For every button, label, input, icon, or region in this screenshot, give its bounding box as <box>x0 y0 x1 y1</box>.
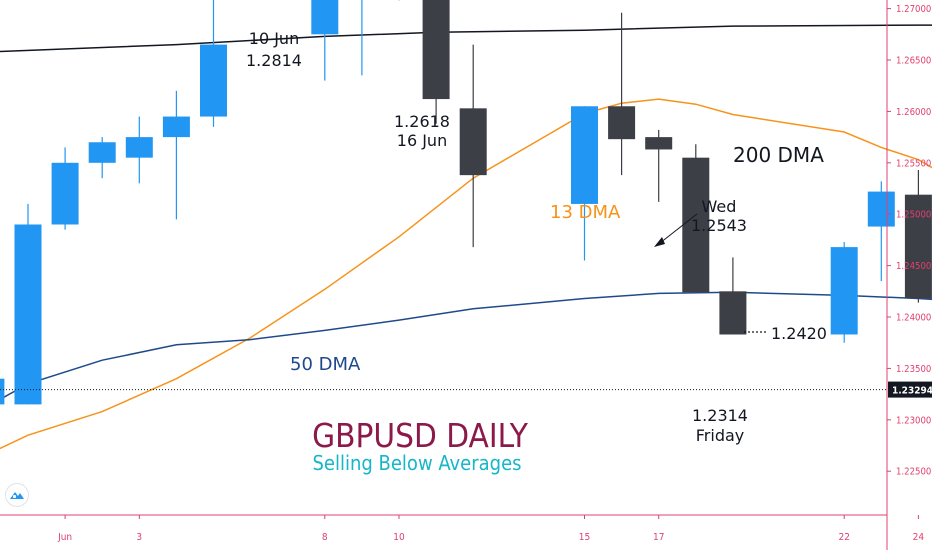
annotation-text: Wed <box>702 197 737 216</box>
candle-body <box>571 106 598 204</box>
price-tick-label: 1.23500 <box>896 364 931 375</box>
moving-averages <box>0 24 932 450</box>
ma-label: 200 DMA <box>733 143 824 167</box>
candle-body <box>830 247 858 335</box>
annotation-text: Friday <box>696 426 745 445</box>
last-price-label: 1.23294 <box>892 386 932 397</box>
time-tick-label: 3 <box>136 532 142 543</box>
candle-body <box>719 291 747 335</box>
time-tick-label: 8 <box>322 532 328 543</box>
time-axis[interactable]: Jun38101517222429Jul <box>0 514 932 543</box>
ma-line-0 <box>0 24 932 53</box>
ma-line-2 <box>0 291 932 401</box>
annotation-text: 1.2618 <box>394 112 450 131</box>
price-axis[interactable]: 1.27000 1.26500 1.26000 1.25500 1.25000 1.245… <box>886 0 932 550</box>
candle-body <box>88 142 116 163</box>
candle-body <box>645 137 673 150</box>
time-tick-label: 10 <box>393 532 405 543</box>
candle-body <box>422 0 450 100</box>
price-tick-label: 1.22500 <box>896 467 931 478</box>
candles <box>0 0 932 405</box>
annotation-arrowhead <box>654 237 665 247</box>
time-tick-label: 15 <box>579 532 590 543</box>
time-tick-label: 17 <box>653 532 664 543</box>
tradingview-logo-icon[interactable] <box>6 484 28 506</box>
price-tick-label: 1.24500 <box>896 261 931 272</box>
candle-body <box>459 108 487 176</box>
last-price-tag <box>888 381 932 398</box>
time-tick-label: Jun <box>57 532 72 543</box>
annotation-text: 1.2314 <box>692 406 748 425</box>
ma-label: 50 DMA <box>290 354 361 375</box>
annotation-text: 10 Jun <box>249 29 299 48</box>
price-tick-label: 1.23000 <box>896 415 931 426</box>
annotation-arrow <box>659 213 698 244</box>
time-tick-label: 24 <box>913 532 925 543</box>
candle-body <box>200 44 227 117</box>
time-tick-label: 22 <box>838 532 849 543</box>
price-tick-label: 1.26500 <box>896 56 931 67</box>
annotation-text: 1.2814 <box>246 51 302 70</box>
price-tick-label: 1.27000 <box>896 4 931 15</box>
candle-body <box>867 191 895 227</box>
price-tick-label: 1.26000 <box>896 107 931 118</box>
candle-body <box>14 224 42 405</box>
annotation-text: 1.2543 <box>691 216 747 235</box>
chart-title: GBPUSD DAILY <box>312 416 529 455</box>
candle-body <box>162 116 190 138</box>
chart-subtitle: Selling Below Averages <box>312 451 521 475</box>
candle-body <box>608 106 636 140</box>
annotation-text: 16 Jun <box>397 131 447 150</box>
candle-body <box>904 194 932 299</box>
candle-body <box>311 0 339 35</box>
candle-body <box>125 137 153 158</box>
candle-body <box>51 162 79 225</box>
price-tick-label: 1.25000 <box>896 210 931 221</box>
annotation-text: 1.2420 <box>771 324 827 343</box>
price-tick-label: 1.24000 <box>896 313 931 324</box>
candle-body <box>0 378 5 405</box>
candle-body <box>682 157 710 293</box>
ma-label: 13 DMA <box>550 202 621 223</box>
price-tick-label: 1.25500 <box>896 158 931 169</box>
